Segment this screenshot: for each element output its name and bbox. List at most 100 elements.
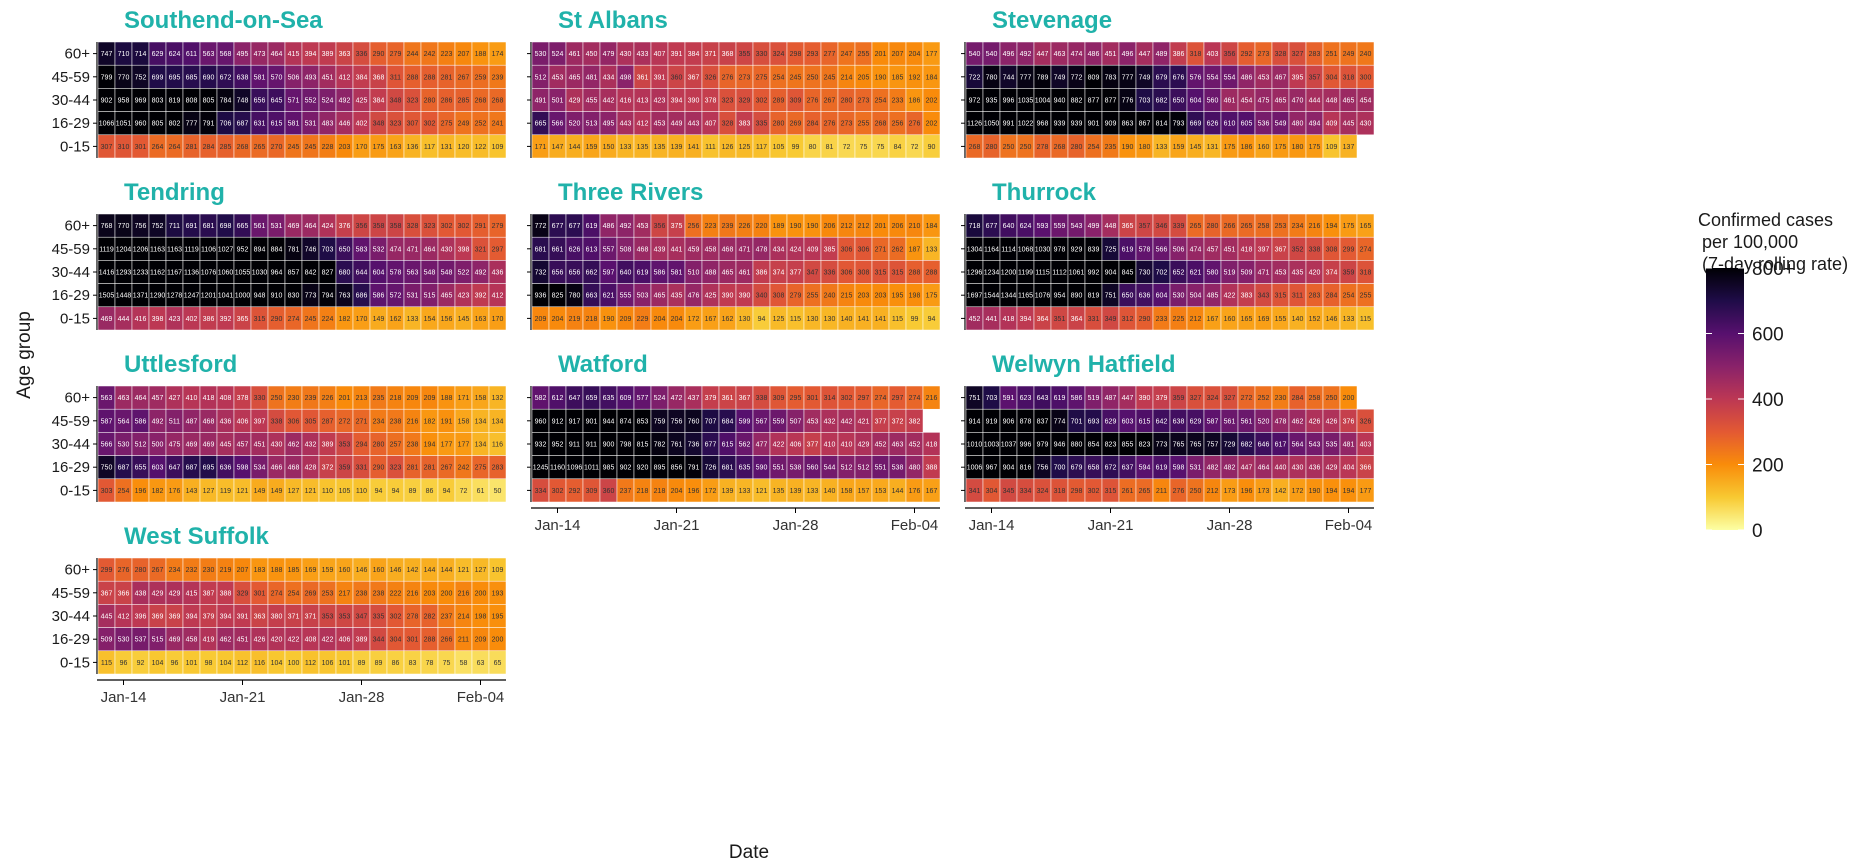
cell-value: 238	[407, 442, 419, 449]
cell-value: 478	[1275, 418, 1287, 425]
cell-value: 278	[407, 614, 419, 621]
panel-title: Uttlesford	[124, 351, 237, 378]
cell-value: 323	[424, 223, 436, 230]
cell-value: 1245	[533, 465, 549, 472]
cell-value: 209	[424, 395, 436, 402]
cell-value: 911	[586, 442, 597, 449]
cell-value: 507	[790, 418, 802, 425]
cell-value: 272	[1241, 395, 1253, 402]
cell-value: 369	[169, 614, 181, 621]
cell-value: 335	[373, 614, 385, 621]
cell-value: 50	[494, 488, 502, 495]
cell-value: 196	[135, 488, 147, 495]
cell-value: 1041	[218, 293, 234, 300]
cell-value: 419	[203, 637, 215, 644]
cell-value: 454	[1241, 98, 1253, 105]
cell-value: 101	[339, 660, 351, 667]
cell-value: 230	[1275, 395, 1287, 402]
cell-value: 89	[375, 660, 383, 667]
cell-value: 371	[288, 614, 300, 621]
cell-value: 150	[603, 144, 615, 151]
cell-value: 380	[271, 614, 283, 621]
cell-value: 783	[1105, 74, 1117, 81]
cell-value: 242	[424, 51, 436, 58]
cell-value: 302	[441, 223, 453, 230]
cell-value: 387	[203, 590, 215, 597]
cell-value: 461	[569, 51, 581, 58]
cell-value: 376	[339, 223, 351, 230]
cell-value: 447	[1122, 395, 1134, 402]
cell-value: 703	[986, 395, 998, 402]
cell-value: 646	[1258, 442, 1270, 449]
cell-value: 877	[1105, 98, 1117, 105]
cell-value: 1068	[1018, 246, 1034, 253]
cell-value: 389	[322, 442, 334, 449]
cell-value: 240	[824, 293, 836, 300]
cell-value: 204	[671, 316, 683, 323]
cell-value: 75	[443, 660, 451, 667]
cell-value: 304	[1326, 74, 1338, 81]
cell-value: 878	[1020, 418, 1032, 425]
cell-value: 298	[1071, 488, 1083, 495]
cell-value: 426	[1309, 418, 1321, 425]
cell-value: 805	[203, 98, 215, 105]
heatmap-cell	[1339, 134, 1358, 159]
cell-value: 462	[1292, 418, 1304, 425]
cell-value: 338	[756, 395, 768, 402]
cell-value: 430	[271, 442, 283, 449]
cell-value: 386	[1173, 51, 1185, 58]
cell-value: 269	[790, 121, 802, 128]
cell-value: 469	[186, 442, 198, 449]
cell-value: 457	[152, 395, 164, 402]
cell-value: 513	[586, 121, 598, 128]
cell-value: 335	[756, 121, 768, 128]
cell-value: 159	[586, 144, 598, 151]
cell-value: 549	[1275, 121, 1287, 128]
cell-value: 274	[1360, 246, 1372, 253]
cell-value: 268	[475, 98, 487, 105]
cell-value: 329	[739, 98, 751, 105]
cell-value: 1697	[967, 293, 983, 300]
cell-value: 249	[458, 121, 470, 128]
cell-value: 250	[1020, 144, 1032, 151]
cell-value: 72	[911, 144, 919, 151]
cell-value: 223	[441, 51, 453, 58]
cell-value: 285	[220, 144, 232, 151]
cell-value: 711	[169, 223, 180, 230]
cell-value: 390	[688, 98, 700, 105]
cell-value: 543	[1309, 442, 1321, 449]
cell-value: 1037	[1001, 442, 1017, 449]
cell-value: 1035	[1018, 98, 1034, 105]
cell-value: 283	[492, 465, 504, 472]
cell-value: 392	[475, 293, 487, 300]
cell-value: 209	[407, 395, 419, 402]
cell-value: 638	[1173, 418, 1185, 425]
cell-value: 256	[892, 121, 904, 128]
cell-value: 458	[705, 246, 717, 253]
cell-value: 946	[1054, 442, 1066, 449]
cell-value: 902	[620, 465, 632, 472]
cell-value: 119	[220, 488, 231, 495]
cell-value: 330	[254, 395, 266, 402]
cell-value: 422	[773, 442, 785, 449]
heatmap-cell	[922, 385, 941, 410]
cell-value: 255	[807, 293, 819, 300]
cell-value: 448	[1326, 98, 1338, 105]
cell-value: 203	[875, 293, 887, 300]
cell-value: 636	[1139, 293, 1151, 300]
row-label: 0-15	[60, 482, 90, 499]
cell-value: 163	[390, 144, 402, 151]
cell-value: 309	[790, 98, 802, 105]
cell-value: 447	[1241, 465, 1253, 472]
cell-value: 703	[1139, 98, 1151, 105]
cell-value: 635	[603, 395, 615, 402]
cell-value: 730	[1139, 270, 1151, 277]
x-tick-label: Jan-21	[654, 517, 700, 534]
cell-value: 198	[475, 614, 487, 621]
cell-value: 429	[858, 442, 870, 449]
cell-value: 1061	[1069, 270, 1085, 277]
cell-value: 270	[271, 144, 283, 151]
cell-value: 394	[1020, 316, 1032, 323]
cell-value: 412	[118, 614, 130, 621]
